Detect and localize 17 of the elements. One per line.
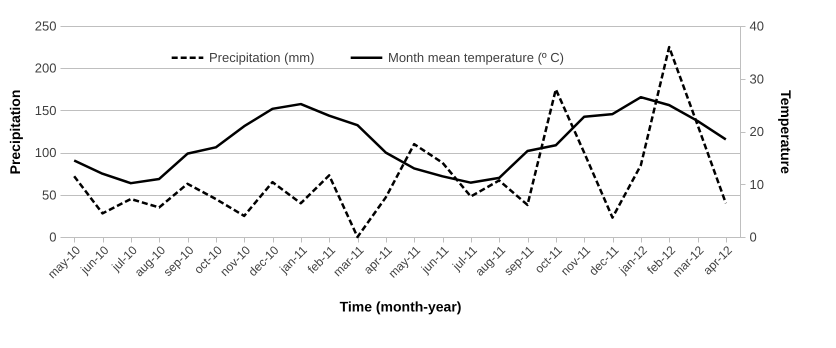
y2-axis-title: Temperature bbox=[778, 90, 794, 174]
y-axis-title: Precipitation bbox=[6, 90, 23, 174]
y-tick-label: 250 bbox=[34, 18, 56, 34]
y2-tick-label: 10 bbox=[750, 176, 764, 192]
y2-tick-label: 20 bbox=[750, 124, 764, 139]
line-series bbox=[72, 46, 728, 238]
legend-label: Precipitation (mm) bbox=[209, 50, 314, 65]
y-tick-label: 100 bbox=[34, 145, 56, 160]
y-tick-label: 0 bbox=[49, 230, 56, 244]
y-tick-label: 200 bbox=[34, 60, 56, 76]
y2-tick-label: 0 bbox=[750, 230, 757, 244]
x-axis-title: Time (month-year) bbox=[340, 298, 462, 315]
y2-tick-label: 30 bbox=[750, 71, 764, 86]
y2-tick-label: 40 bbox=[750, 18, 764, 34]
y-tick-label: 150 bbox=[34, 102, 56, 118]
y-tick-label: 50 bbox=[42, 187, 56, 202]
legend-label: Month mean temperature (º C) bbox=[388, 50, 564, 65]
